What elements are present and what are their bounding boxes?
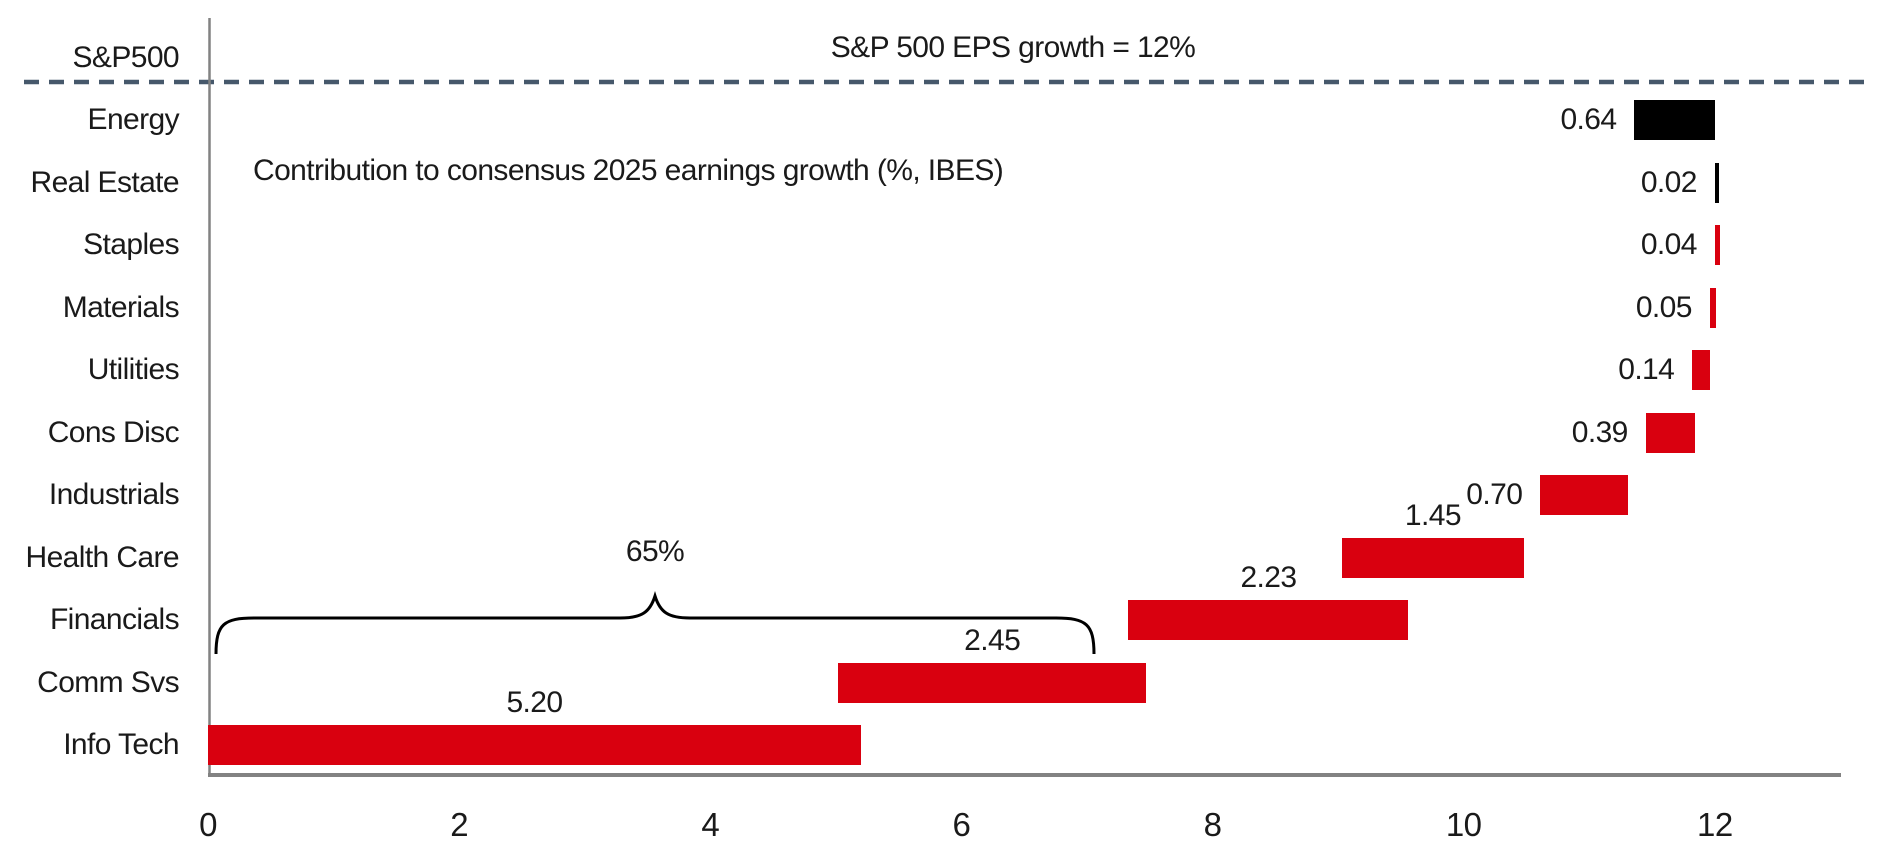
x-tick-10: 10 [1445, 806, 1482, 843]
row-label-energy: Energy [87, 103, 180, 136]
x-tick-6: 6 [952, 806, 971, 843]
value-label-industrials: 0.70 [1466, 478, 1523, 511]
bar-industrials [1540, 475, 1629, 515]
x-tick-0: 0 [199, 806, 217, 843]
value-label-financials: 2.23 [1240, 561, 1297, 594]
bar-utilities [1692, 350, 1710, 390]
row-label-materials: Materials [62, 290, 180, 324]
row-label-industrials: Industrials [48, 478, 180, 511]
row-label-health-care: Health Care [25, 540, 180, 574]
row-label-cons-disc: Cons Disc [47, 415, 180, 449]
row-label-staples: Staples [83, 228, 179, 261]
bar-health-care [1341, 537, 1524, 578]
chart-title: Contribution to consensus 2025 earnings … [253, 154, 1004, 187]
bar-energy [1634, 100, 1715, 140]
row-label-real-estate: Real Estate [30, 165, 180, 199]
value-label-staples: 0.04 [1640, 228, 1698, 261]
value-label-utilities: 0.14 [1618, 353, 1675, 386]
x-tick-8: 8 [1203, 806, 1222, 843]
bar-cons-disc [1645, 412, 1695, 453]
value-label-health-care: 1.45 [1404, 498, 1462, 532]
value-label-info-tech: 5.20 [506, 686, 563, 719]
bar-financials [1128, 600, 1409, 640]
value-label-energy: 0.64 [1560, 103, 1617, 136]
value-label-cons-disc: 0.39 [1571, 415, 1629, 449]
x-tick-4: 4 [701, 806, 720, 843]
bar-real-estate [1714, 162, 1719, 203]
value-label-comm-svs: 2.45 [964, 623, 1021, 657]
x-tick-2: 2 [450, 806, 469, 843]
row-label-utilities: Utilities [87, 353, 180, 386]
bar-staples [1714, 225, 1720, 265]
bar-comm-svs [838, 662, 1146, 703]
bar-materials [1709, 287, 1717, 328]
value-label-real-estate: 0.02 [1640, 165, 1698, 199]
bar-info-tech [208, 725, 861, 765]
row-label-financials: Financials [49, 603, 180, 636]
row-label-comm-svs: Comm Svs [37, 665, 179, 699]
reference-line-label: S&P 500 EPS growth = 12% [830, 31, 1196, 64]
bracket-label: 65% [625, 535, 685, 568]
value-label-materials: 0.05 [1635, 290, 1693, 324]
x-tick-12: 12 [1696, 806, 1733, 843]
row-label-sp500: S&P500 [72, 41, 180, 74]
row-label-info-tech: Info Tech [63, 728, 179, 761]
